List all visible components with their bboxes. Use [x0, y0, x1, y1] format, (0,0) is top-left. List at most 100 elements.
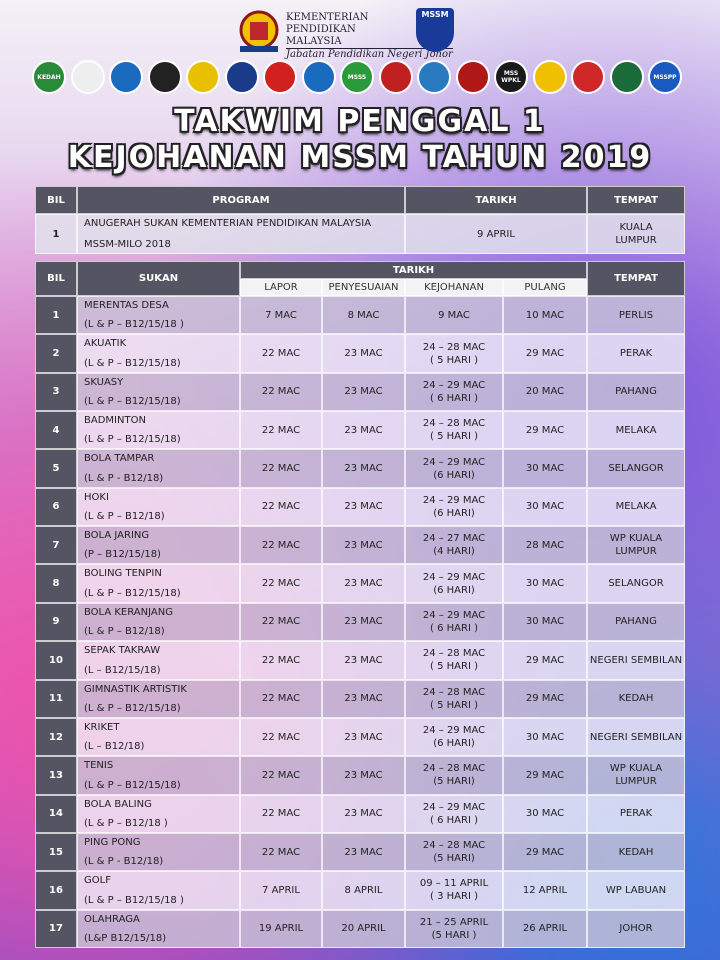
table-cell: 24 – 29 MAC (6 HARI)	[405, 487, 503, 527]
logo	[417, 60, 451, 94]
logo: KEDAH	[32, 60, 66, 94]
cell-text: 23 MAC	[344, 348, 383, 360]
cell-text: (6 HARI)	[433, 738, 475, 750]
table-cell: MELAKA	[587, 411, 685, 450]
table-cell: 9	[35, 602, 77, 642]
cell-text: 17	[49, 923, 63, 935]
cell-text: 24 – 29 MAC	[422, 456, 486, 468]
cell-text: PERAK	[619, 348, 653, 360]
cell-text: (5 HARI )	[431, 929, 477, 941]
header-cell: TEMPAT	[587, 186, 685, 214]
subheader-cell: KEJOHANAN	[405, 279, 503, 296]
cell-text: (L & P – B12/15/18)	[84, 357, 181, 369]
cell-text: 23 MAC	[344, 463, 383, 475]
table-cell: PAHANG	[587, 372, 685, 412]
table-cell: SELANGOR	[587, 449, 685, 488]
cell-text: 29 MAC	[525, 846, 565, 858]
cell-text: 20 APRIL	[341, 923, 386, 935]
cell-text: SKUASY	[84, 376, 124, 388]
cell-text: 10	[49, 654, 63, 666]
table-cell: 7 APRIL	[240, 871, 322, 910]
table-cell: 30 MAC	[503, 487, 587, 527]
table-cell: 22 MAC	[240, 526, 322, 565]
header-cell: TARIKH	[240, 261, 587, 279]
table-cell: 10	[35, 641, 77, 680]
table-cell: 29 MAC	[503, 641, 587, 680]
cell-text: TENIS	[84, 760, 114, 772]
table-cell: 23 MAC	[322, 832, 405, 872]
title-line: TAKWIM PENGGAL 1	[174, 104, 546, 139]
cell-text: WP KUALA LUMPUR	[609, 763, 663, 788]
cell-text: TEMPAT	[614, 194, 658, 206]
cell-text: 24 – 29 MAC	[422, 494, 486, 506]
cell-text: 09 – 11 APRIL	[419, 878, 489, 890]
cell-text: ( 5 HARI )	[430, 354, 478, 366]
table-cell: 22 MAC	[240, 794, 322, 833]
cell-text: ( 6 HARI )	[430, 622, 478, 634]
table-cell: PAHANG	[587, 602, 685, 642]
cell-text: 13	[49, 769, 63, 781]
table-cell: 22 MAC	[240, 449, 322, 488]
logo	[301, 60, 336, 94]
table-cell: 7 MAC	[240, 296, 322, 335]
table-cell: BOLA TAMPAR (L & P - B12/18)	[77, 449, 240, 488]
table-cell: 23 MAC	[322, 641, 405, 680]
table-cell: 24 – 28 MAC( 5 HARI )	[405, 411, 503, 450]
cell-text: 22 MAC	[261, 463, 301, 475]
cell-text: TEMPAT	[614, 273, 658, 284]
cell-text: 22 MAC	[261, 769, 301, 781]
table-cell: GIMNASTIK ARTISTIK (L & P – B12/15/18)	[77, 679, 240, 718]
table-cell: 24 – 29 MAC (6 HARI)	[405, 564, 503, 603]
cell-text: BOLA JARING	[84, 530, 150, 542]
cell-text: 24 – 27 MAC	[422, 533, 486, 545]
cell-text: PAHANG	[615, 616, 657, 628]
cell-text: 9	[52, 616, 60, 628]
table-cell: KRIKET (L – B12/18)	[77, 717, 240, 757]
table-cell: 23 MAC	[322, 411, 405, 450]
cell-text: 7	[52, 539, 60, 551]
cell-text: 7 APRIL	[262, 884, 300, 896]
table-cell: PING PONG (L & P - B12/18)	[77, 832, 240, 872]
table-cell: 8	[35, 564, 77, 603]
cell-text: 23 MAC	[344, 616, 383, 628]
cell-text: KUALA	[619, 222, 653, 233]
cell-text: KEDAH	[618, 846, 654, 858]
table-cell: 22 MAC	[240, 564, 322, 603]
cell-text: PAHANG	[615, 386, 657, 398]
logo: MSS WPKL	[494, 60, 528, 94]
table-cell: 8 APRIL	[322, 871, 405, 910]
logo	[147, 60, 182, 94]
cell-text: 28 MAC	[525, 539, 565, 551]
header-cell: BIL	[35, 261, 77, 296]
table-cell: 29 MAC	[503, 334, 587, 373]
cell-text: 12 APRIL	[522, 884, 568, 896]
logo: MSSS	[340, 60, 374, 94]
cell-text: 29 MAC	[525, 424, 565, 436]
table-cell: AKUATIK (L & P – B12/15/18)	[77, 334, 240, 373]
table-cell: 12 APRIL	[503, 871, 587, 910]
table-cell: OLAHRAGA (L&P B12/15/18)	[77, 909, 240, 948]
cell-text: ( 5 HARI )	[430, 699, 478, 711]
table-cell: 28 MAC	[503, 526, 587, 565]
cell-text: 23 MAC	[344, 386, 383, 398]
cell-text: 8 MAC	[347, 309, 380, 321]
table-cell: GOLF (L & P – B12/15/18 )	[77, 871, 240, 910]
logo	[609, 60, 644, 94]
cell-text: SUKAN	[138, 273, 179, 284]
cell-text: (L & P – B12/15/18)	[84, 396, 181, 408]
table-cell: KUALA LUMPUR	[587, 214, 685, 254]
table-cell: 22 MAC	[240, 832, 322, 872]
table-cell: 22 MAC	[240, 411, 322, 450]
cell-text: 22 MAC	[261, 808, 301, 820]
table-cell: 23 MAC	[322, 449, 405, 488]
logo	[70, 60, 105, 94]
logo	[378, 60, 413, 94]
table-cell: 23 MAC	[322, 526, 405, 565]
subheader-cell: LAPOR	[240, 279, 322, 296]
cell-text: 24 – 29 MAC	[422, 725, 486, 737]
table-cell: 24 – 27 MAC (4 HARI)	[405, 526, 503, 565]
cell-text: 21 – 25 APRIL	[419, 916, 489, 928]
cell-text: 22 MAC	[261, 578, 301, 590]
cell-text: BOLA TAMPAR	[84, 453, 155, 465]
header-cell: SUKAN	[77, 261, 240, 296]
